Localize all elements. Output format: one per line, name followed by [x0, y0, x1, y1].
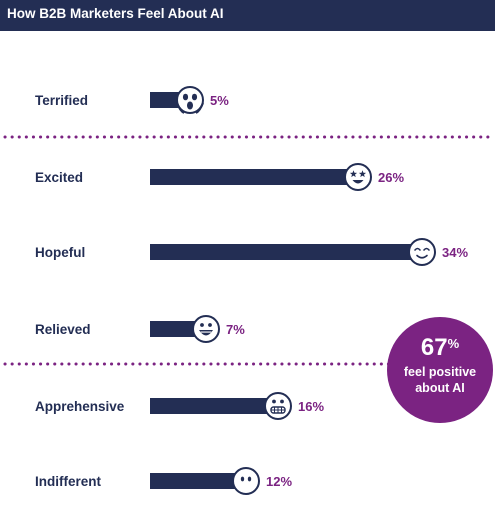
callout-value: 67 [420, 334, 448, 361]
category-label: Apprehensive [35, 399, 125, 414]
category-label: Excited [35, 170, 83, 185]
callout-unit: % [447, 336, 460, 351]
bar [150, 398, 278, 414]
category-label: Relieved [35, 322, 91, 337]
chart-title: How B2B Marketers Feel About AI [7, 6, 224, 21]
neutral-face-icon [232, 467, 260, 495]
scream-face-icon [176, 86, 204, 114]
callout-text-line2: about AI [415, 381, 465, 395]
data-label: 12% [266, 474, 292, 489]
callout-percentage: 67% [387, 334, 493, 362]
bar [150, 473, 246, 489]
bar [150, 321, 206, 337]
bar [150, 244, 422, 260]
data-label: 7% [226, 322, 245, 337]
data-label: 26% [378, 170, 404, 185]
star-eyes-face-icon [344, 163, 372, 191]
data-label: 34% [442, 245, 468, 260]
category-label: Hopeful [35, 245, 85, 260]
bar [150, 169, 358, 185]
category-label: Terrified [35, 93, 88, 108]
grimace-face-icon [264, 392, 292, 420]
smile-face-icon [408, 238, 436, 266]
category-label: Indifferent [35, 474, 102, 489]
callout-text-line1: feel positive [403, 365, 477, 379]
positive-callout-badge: 67% feel positive about AI [387, 317, 493, 423]
data-label: 5% [210, 93, 229, 108]
grin-face-icon [192, 315, 220, 343]
data-label: 16% [298, 399, 324, 414]
header-bar: How B2B Marketers Feel About AI [0, 0, 495, 31]
